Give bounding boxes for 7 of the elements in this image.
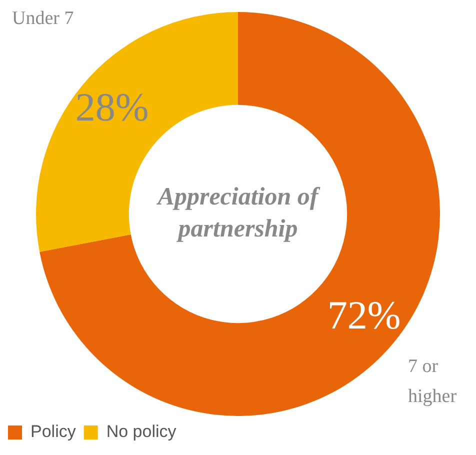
data-label: 28% (75, 84, 149, 130)
text: Appreciation of partnership (156, 183, 321, 242)
text: 7 or higher (408, 355, 458, 409)
data-label: 72% (327, 292, 401, 338)
text: Under 7 (12, 7, 75, 31)
legend-label: Policy (30, 422, 76, 442)
legend-label: No policy (106, 422, 177, 442)
